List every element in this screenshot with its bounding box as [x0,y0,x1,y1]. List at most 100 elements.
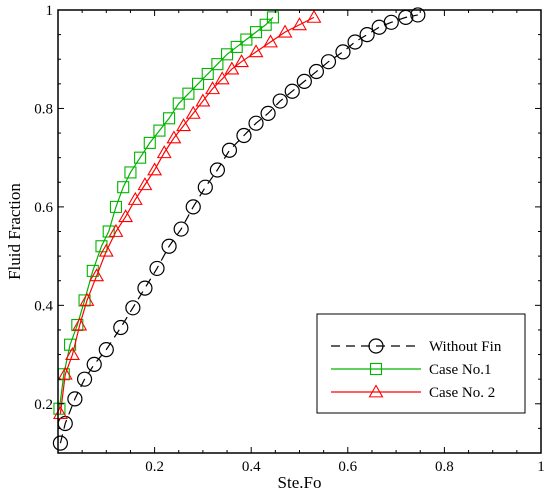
data-point [221,142,238,158]
data-point [137,280,153,296]
series-line [59,14,418,444]
data-point [67,391,83,407]
data-point [410,7,426,23]
data-point [266,11,279,24]
legend-label: Case No.1 [429,362,492,378]
data-point [53,402,66,415]
data-point [230,40,243,53]
data-point [277,24,293,38]
data-point [172,97,185,110]
data-point [185,199,201,215]
data-point [185,105,201,119]
data-point [249,26,263,39]
x-tick-label: 1 [537,459,545,475]
series-0 [52,7,426,451]
data-point [98,342,114,358]
data-point [156,145,172,159]
data-point [52,435,69,451]
data-point [98,243,114,257]
data-point [272,93,288,109]
data-point [102,225,115,238]
data-point [192,77,205,90]
y-tick-label: 1 [46,3,54,19]
data-point [57,366,73,380]
data-point [347,34,363,50]
data-point [76,371,93,387]
data-point [240,33,253,46]
legend: Without Fin Case No.1 Case No. 2 [316,313,526,414]
data-point [236,127,252,144]
y-axis-label: Fluid Fraction [5,183,24,280]
series-layer [52,7,426,451]
data-point [52,406,68,420]
data-point [176,118,192,132]
data-point [224,61,240,75]
x-tick-label: 0.2 [145,459,164,475]
legend-marker [368,338,384,354]
data-point [209,162,225,178]
data-point [263,34,278,48]
data-point [134,151,147,164]
data-point [221,48,234,61]
data-point [320,54,337,70]
y-tick-label: 0.6 [34,200,53,216]
data-point [248,115,264,131]
data-point [72,317,88,331]
data-point [292,17,307,31]
data-point [211,58,224,71]
legend-label: Case No. 2 [429,385,495,401]
data-point [125,300,141,316]
legend-marker [369,362,383,376]
data-point [214,71,230,85]
data-point [182,87,195,100]
data-point [109,200,123,213]
data-point [359,27,375,43]
data-point [118,209,134,223]
legend-label: Without Fin [429,339,502,355]
data-point [197,179,213,195]
data-point [79,292,95,306]
x-axis-label: Ste.Fo [278,473,322,492]
legend-marker [368,384,384,398]
data-point [127,191,143,205]
data-point [306,9,322,23]
data-point [195,93,211,107]
data-point [153,124,166,137]
data-point [108,223,124,237]
data-point [248,44,264,58]
data-point [173,221,189,237]
y-tick-label: 0.8 [34,101,53,117]
data-point [64,338,77,351]
x-tick-label: 0.4 [242,459,261,475]
y-tick-label: 0.2 [34,397,53,413]
y-tick-label: 0.4 [34,298,53,314]
data-point [166,130,182,144]
ticks-layer: 0.2 0.4 0.6 0.8 1 0.2 0.4 0.6 0.8 1 [34,3,545,475]
data-point [113,319,129,336]
data-point [308,63,325,80]
legend-box [316,313,526,414]
data-point [143,136,156,149]
x-tick-label: 0.6 [338,459,357,475]
data-point [137,177,153,191]
x-tick-label: 0.8 [435,459,454,475]
data-point [335,44,351,60]
data-point [147,162,163,176]
data-point [383,14,399,30]
series-2 [52,9,322,420]
data-point [296,73,312,89]
data-point [234,54,249,68]
data-point [65,346,80,360]
data-point [205,81,221,95]
data-point [89,268,105,282]
data-point [260,105,276,121]
data-point [117,181,130,194]
data-point [86,356,102,372]
data-point [161,238,177,254]
data-point [259,18,272,31]
data-point [124,166,137,179]
data-point [163,112,176,125]
data-point [201,67,214,81]
